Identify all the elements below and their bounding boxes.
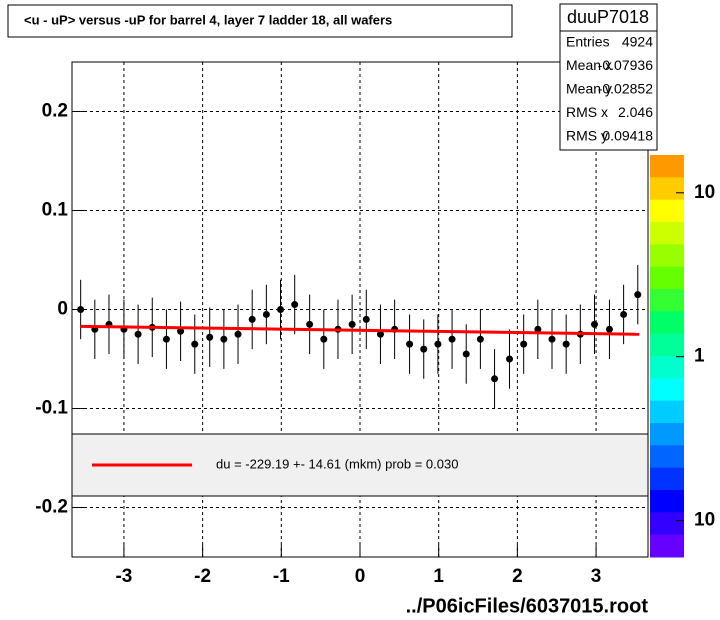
z-tick-label: 10 [694, 182, 715, 203]
stats-title: duuP7018 [567, 7, 649, 27]
profile-point [534, 325, 542, 333]
profile-point [590, 320, 598, 328]
palette-band [650, 244, 684, 268]
palette-band [650, 512, 684, 536]
profile-point [320, 335, 328, 343]
profile-point [376, 330, 384, 338]
stats-label: Mean y [566, 81, 612, 97]
x-tick-label: -2 [194, 566, 211, 587]
stats-label: Mean x [566, 57, 612, 73]
palette-band [650, 400, 684, 424]
stats-label: RMS x [566, 104, 608, 120]
palette-band [650, 378, 684, 402]
profile-point [476, 335, 484, 343]
profile-point [420, 345, 428, 353]
x-tick-label: 1 [433, 566, 444, 587]
stats-value: -0.02852 [598, 81, 653, 97]
profile-point [77, 306, 85, 313]
stats-value: 4924 [622, 34, 653, 50]
profile-point [191, 340, 199, 348]
profile-point [448, 335, 456, 343]
profile-point [562, 340, 570, 348]
profile-point [134, 330, 142, 338]
palette-band [650, 311, 684, 335]
stats-label: Entries [566, 34, 610, 50]
palette-band [650, 445, 684, 469]
palette-band [650, 490, 684, 513]
stats-label: RMS y [566, 128, 608, 144]
profile-point [491, 375, 499, 383]
profile-point [277, 306, 285, 313]
palette-band [650, 333, 684, 357]
stats-value: 2.046 [618, 104, 653, 120]
profile-point [634, 291, 642, 299]
profile-point [162, 335, 170, 343]
profile-point [548, 335, 556, 343]
palette-band [650, 534, 684, 558]
y-tick-label: 0 [57, 299, 68, 320]
y-tick-label: 0.2 [42, 101, 68, 122]
palette-band [650, 266, 684, 290]
palette-band [650, 177, 684, 201]
footer: ../P06icFiles/6037015.root [406, 595, 649, 617]
profile-point [434, 340, 442, 348]
profile-point [620, 310, 628, 318]
chart-title: <u - uP> versus -uP for barrel 4, layer … [24, 12, 392, 27]
stats-value: 0.09418 [602, 128, 653, 144]
profile-point [605, 325, 613, 333]
palette-band [650, 289, 684, 312]
palette-band [650, 467, 684, 491]
y-tick-label: -0.1 [35, 398, 68, 419]
x-tick-label: -1 [273, 566, 290, 587]
y-tick-label: -0.2 [35, 497, 68, 518]
profile-point [248, 315, 256, 323]
legend-label: du = -229.19 +- 14.61 (mkm) prob = 0.030 [216, 456, 458, 471]
y-tick-label: 0.1 [42, 200, 69, 221]
x-tick-label: -3 [115, 566, 132, 587]
stats-box [559, 3, 658, 151]
profile-point [462, 350, 470, 358]
profile-point [520, 340, 528, 348]
x-tick-label: 0 [355, 566, 366, 587]
palette-band [650, 356, 684, 379]
profile-point [348, 320, 356, 328]
z-tick-label: 1 [694, 346, 705, 367]
x-tick-label: 2 [512, 566, 523, 587]
palette-band [650, 222, 684, 245]
profile-point [506, 355, 514, 363]
profile-point [206, 333, 214, 341]
profile-point [262, 310, 270, 318]
profile-point [177, 327, 185, 335]
profile-point [220, 335, 228, 343]
profile-point [406, 340, 414, 348]
z-tick-label: 10 [694, 510, 715, 531]
profile-point [291, 301, 299, 309]
palette-band [650, 423, 684, 446]
x-tick-label: 3 [591, 566, 602, 587]
title-box [7, 4, 513, 38]
profile-point [234, 330, 242, 338]
palette-band [650, 199, 684, 223]
stats-value: -0.07936 [598, 57, 653, 73]
palette-band [650, 155, 684, 178]
profile-point [362, 315, 370, 323]
profile-point [306, 320, 314, 328]
fit-line [80, 324, 640, 336]
